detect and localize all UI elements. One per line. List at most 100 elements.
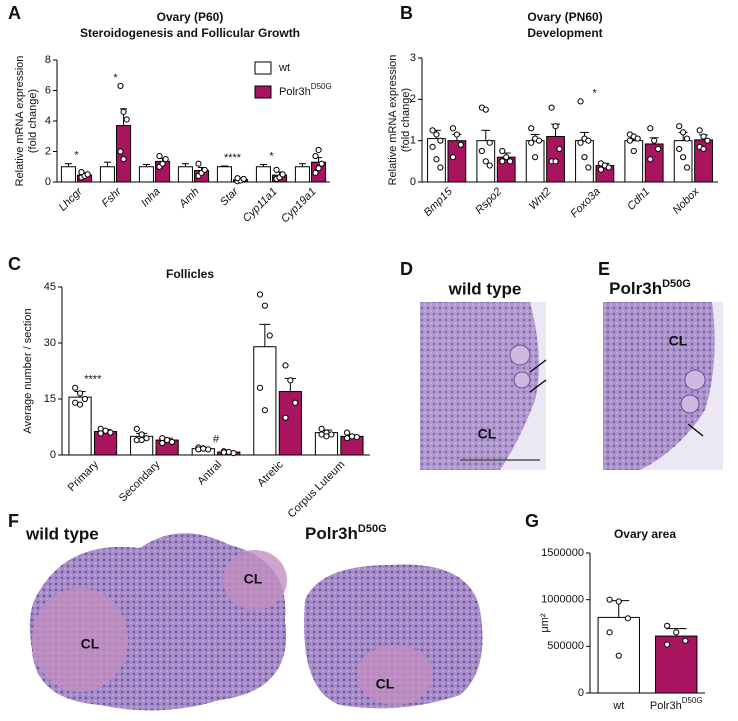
y-tick-label: 0 (410, 176, 416, 188)
data-point (287, 377, 294, 384)
data-point (433, 156, 440, 163)
data-point (437, 164, 444, 171)
tissue (603, 302, 715, 470)
panel-letter: C (8, 254, 21, 274)
data-point (312, 152, 319, 160)
data-point (532, 154, 539, 161)
data-point (647, 125, 654, 132)
data-point (76, 401, 84, 408)
data-point (343, 435, 351, 442)
data-point (624, 615, 631, 622)
data-point (655, 145, 662, 153)
data-point (482, 106, 489, 113)
bar (294, 166, 310, 183)
y-axis-label: Relative mRNA expression (387, 55, 399, 186)
error-bar (103, 161, 111, 167)
data-point (664, 641, 671, 648)
data-point (81, 395, 89, 403)
data-point (507, 158, 514, 165)
image-label: CL (669, 333, 688, 349)
legend-swatch (254, 85, 272, 99)
data-point (78, 168, 85, 176)
data-point (630, 147, 637, 155)
data-point (76, 390, 84, 397)
data-point (234, 175, 241, 182)
y-tick-label: 1500000 (541, 547, 584, 559)
error-bar (259, 163, 267, 167)
title-text: Polr3h (609, 279, 662, 298)
data-point (429, 143, 436, 150)
data-point (676, 145, 683, 153)
data-point (581, 154, 588, 161)
data-point (696, 127, 703, 134)
x-tick-label: Star (218, 185, 242, 209)
data-point (683, 135, 691, 142)
data-point (195, 160, 202, 167)
y-axis-label: μm² (539, 613, 551, 633)
data-point (449, 154, 457, 161)
data-point (138, 436, 145, 444)
x-tick-label: Foxo3a (568, 186, 602, 220)
x-tick-label: Secondary (117, 458, 163, 504)
bar (255, 166, 271, 183)
data-point (634, 135, 641, 142)
x-tick-label: Primary (66, 458, 102, 494)
y-tick-label: 1 (410, 135, 416, 147)
x-tick-label: Corpus Luteum (286, 459, 348, 521)
legend-superscript: D50G (311, 82, 332, 91)
bar (624, 140, 644, 183)
data-point (528, 125, 535, 132)
corpus-luteum (32, 588, 128, 692)
data-point (482, 158, 489, 165)
data-point (682, 637, 689, 644)
data-point (528, 139, 535, 146)
x-tick-label: Nobox (671, 185, 702, 216)
bar (525, 140, 545, 183)
x-tick-label: Lhcgr (57, 185, 86, 214)
data-point (606, 596, 613, 603)
y-tick-label: 3 (410, 52, 416, 64)
data-point (503, 154, 510, 161)
data-point (606, 629, 613, 636)
data-point (168, 438, 176, 446)
data-point (700, 145, 707, 153)
category-text: wt (612, 700, 624, 712)
data-point (261, 407, 268, 414)
x-tick-label: Inha (139, 186, 163, 210)
data-point (615, 598, 622, 605)
y-tick-label: 2 (45, 145, 51, 157)
data-point (315, 165, 322, 172)
data-point (279, 171, 286, 178)
x-tick-label: Rspo2 (473, 186, 504, 217)
data-point (700, 133, 707, 140)
bar (216, 166, 232, 183)
y-tick-label: 2 (410, 93, 416, 105)
data-point (585, 137, 592, 144)
data-point (556, 145, 563, 153)
panel-letter: E (598, 259, 610, 279)
data-point (486, 139, 493, 146)
data-point (201, 166, 208, 173)
chart-title: Ovary area (614, 527, 676, 541)
y-tick-label: 0 (45, 176, 51, 188)
y-tick-label: 500000 (547, 640, 584, 652)
data-point (499, 147, 506, 155)
legend-name: Polr3h (279, 86, 311, 98)
arrow (529, 359, 547, 373)
data-point (457, 141, 464, 148)
data-point (680, 154, 687, 161)
data-point (647, 156, 654, 163)
bar (655, 635, 698, 694)
data-point (664, 622, 671, 629)
bar (99, 166, 115, 183)
x-tick-label: Fshr (100, 185, 125, 210)
data-point (312, 169, 319, 176)
y-tick-label: 15 (44, 393, 56, 405)
data-point (117, 148, 124, 155)
data-point (577, 98, 584, 105)
y-tick-label: 4 (45, 115, 51, 127)
y-axis-label: Relative mRNA expression (14, 56, 26, 187)
data-point (273, 166, 280, 173)
data-point (315, 146, 322, 154)
